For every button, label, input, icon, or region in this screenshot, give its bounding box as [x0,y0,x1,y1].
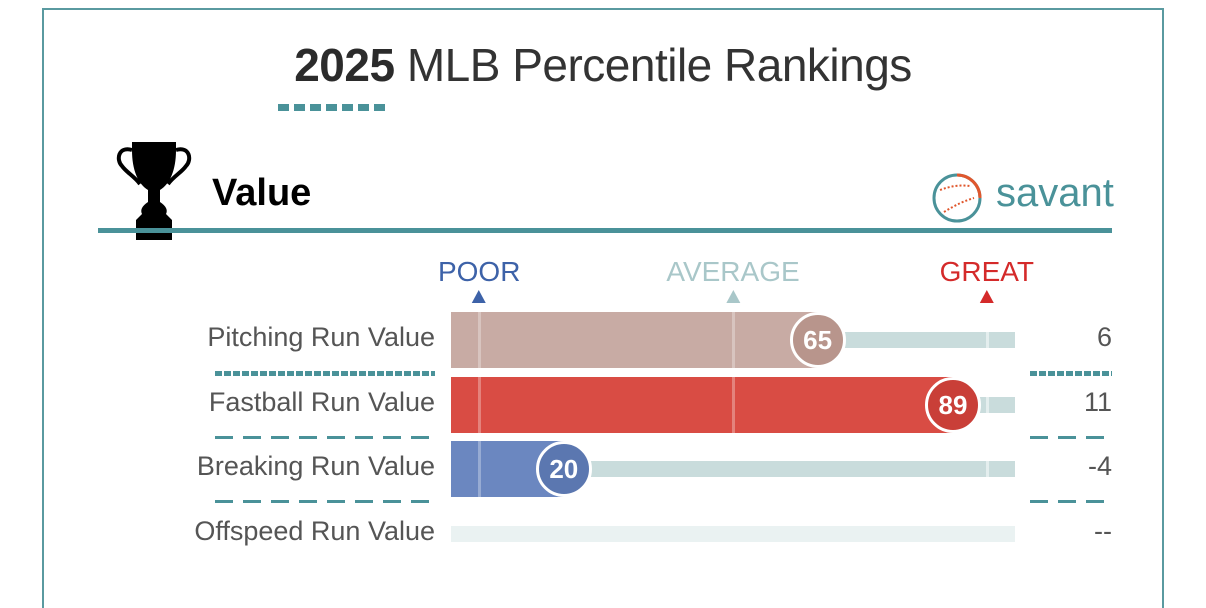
gridline [985,332,989,348]
gridline [478,377,482,433]
row-separator [1030,371,1112,376]
triangle-up-icon [472,290,487,303]
gridline [478,312,482,368]
gridline [732,377,735,433]
percentile-bar [451,377,953,433]
section-title: Value [212,172,312,214]
poor-marker: POOR [438,256,520,303]
metric-value: -- [1094,516,1112,546]
metric-label: Breaking Run Value [196,451,435,481]
bar-track [451,461,1015,477]
percentile-badge: 20 [535,441,592,497]
great-label: GREAT [939,256,1034,287]
gridline [985,461,989,477]
row-separator [215,371,435,376]
title-underline [278,104,386,111]
title-year: 2025 [294,39,395,91]
poor-label: POOR [437,256,521,287]
percentile-card [42,8,1164,608]
triangle-up-icon [979,290,994,303]
gridline [732,312,735,368]
savant-brand[interactable]: savant [996,171,1114,215]
metric-row[interactable]: Fastball Run Value 89 11 [0,373,1206,437]
empty-track [451,526,1015,542]
percentile-badge: 65 [789,312,846,368]
metric-value: -4 [1087,451,1112,481]
baseball-logo-icon [932,173,982,223]
gridline [478,441,482,497]
metric-row[interactable]: Pitching Run Value 65 6 [0,308,1206,372]
triangle-up-icon [726,290,740,303]
metric-value: 6 [1096,322,1112,352]
trophy-icon [116,142,192,240]
metric-label: Pitching Run Value [207,322,435,352]
section-divider [98,228,1112,233]
average-label: AVERAGE [666,256,800,287]
percentile-bar [451,312,818,368]
metric-row[interactable]: Offspeed Run Value -- [0,502,1206,566]
metric-label: Fastball Run Value [208,387,435,417]
row-separator [1030,500,1112,503]
metric-value: 11 [1083,387,1112,417]
page-title: 2025 MLB Percentile Rankings [0,38,1206,92]
average-marker: AVERAGE [666,256,800,303]
row-separator [215,500,435,503]
great-marker: GREAT [940,256,1034,303]
title-text: MLB Percentile Rankings [394,39,912,91]
metric-row[interactable]: Breaking Run Value 20 -4 [0,437,1206,501]
gridline [985,397,989,413]
row-separator [215,436,435,439]
metric-label: Offspeed Run Value [194,516,435,546]
percentile-badge: 89 [924,377,981,433]
row-separator [1030,436,1112,439]
